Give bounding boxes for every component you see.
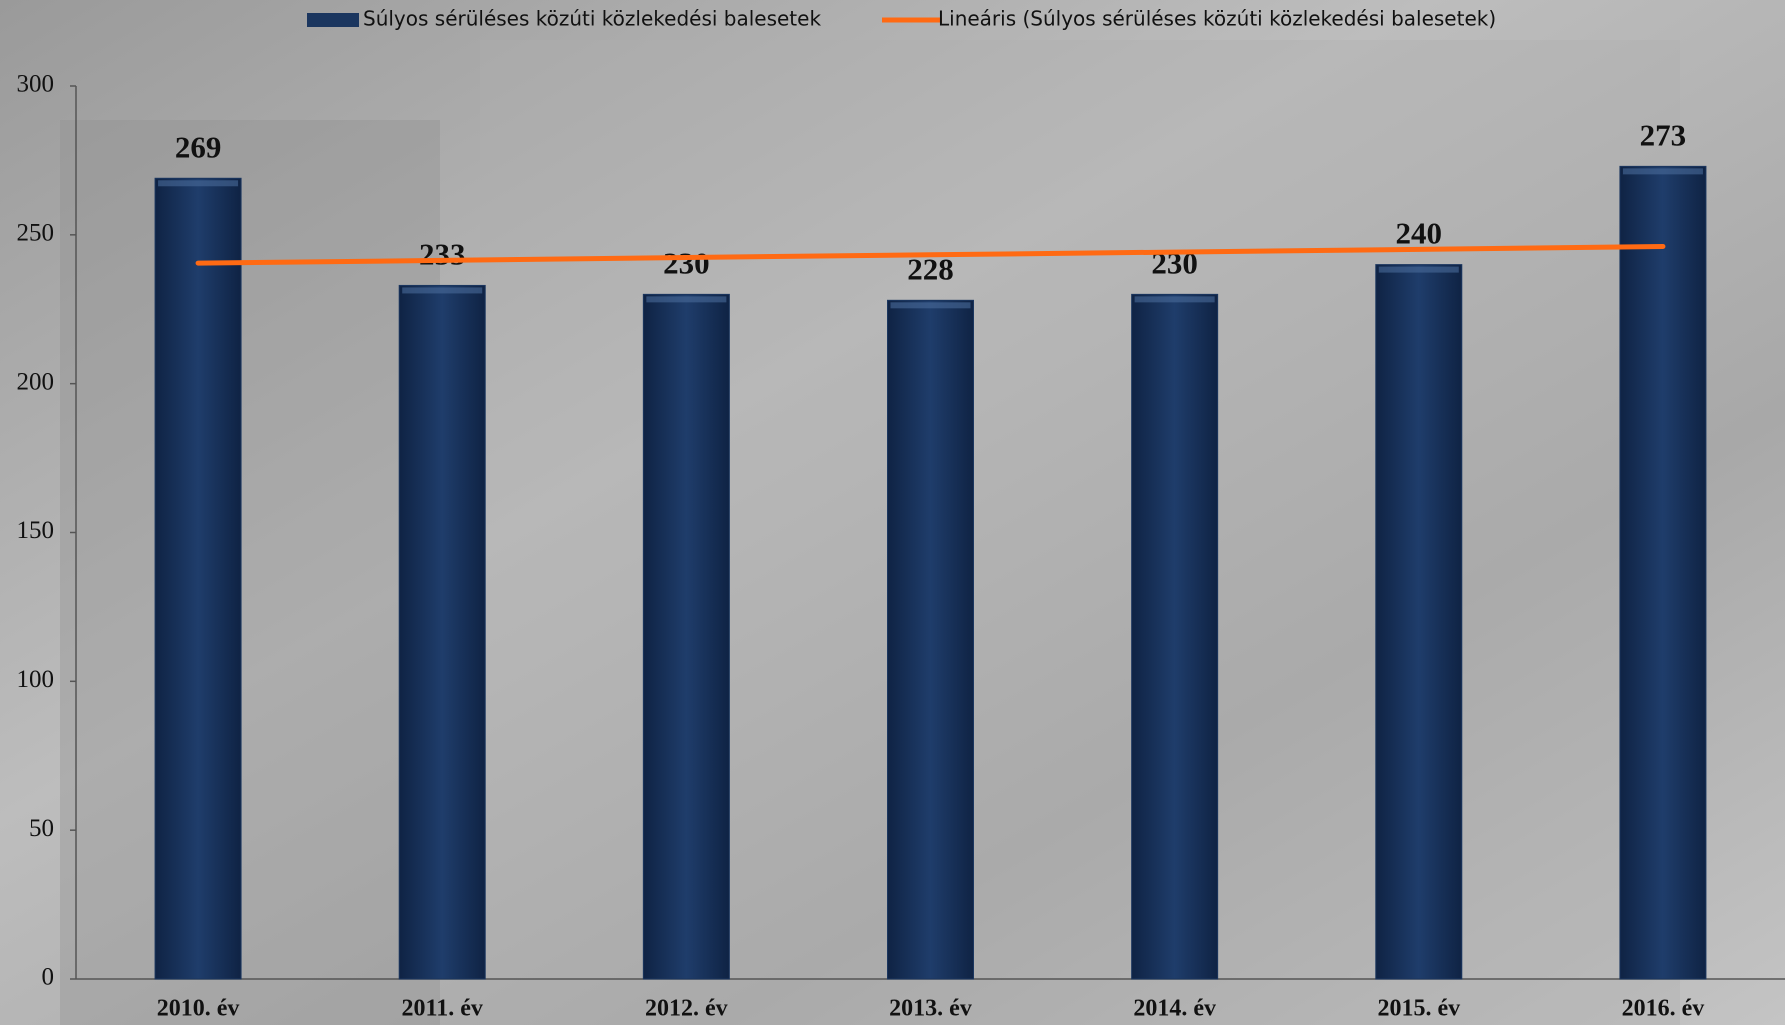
bar-highlight [402, 287, 483, 294]
y-tick-label: 100 [17, 666, 55, 693]
bar [154, 177, 242, 980]
background-tree [60, 120, 440, 1025]
y-tick-label: 150 [17, 517, 55, 544]
x-tick-label: 2015. év [1377, 996, 1460, 1022]
bar [398, 284, 486, 980]
y-tick-label: 0 [42, 964, 55, 991]
bar-highlight [1378, 266, 1459, 273]
bar-highlight [646, 296, 727, 303]
bar-highlight [1134, 296, 1215, 303]
trend-line [195, 243, 1666, 266]
data-label: 273 [1640, 117, 1687, 152]
x-tick-label: 2013. év [889, 996, 972, 1022]
x-tick-label: 2016. év [1622, 996, 1705, 1022]
bar [642, 293, 730, 980]
data-label: 230 [663, 245, 710, 280]
data-label: 233 [419, 237, 466, 272]
bar [1375, 264, 1463, 980]
x-tick-label: 2011. év [402, 996, 483, 1022]
legend-label: Súlyos sérüléses közúti közlekedési bale… [363, 7, 821, 31]
y-tick-label: 300 [17, 71, 55, 98]
bar-highlight [158, 180, 239, 187]
data-label: 240 [1396, 216, 1443, 251]
x-tick-label: 2012. év [645, 996, 728, 1022]
bar-highlight [890, 302, 971, 309]
bar [1619, 165, 1707, 980]
legend-swatch [307, 13, 359, 27]
x-tick-label: 2010. év [157, 996, 240, 1022]
legend-label: Lineáris (Súlyos sérüléses közúti közlek… [938, 7, 1496, 31]
data-label: 269 [175, 129, 222, 164]
y-tick-label: 200 [17, 368, 55, 395]
y-tick-label: 250 [17, 220, 55, 247]
x-tick-label: 2014. év [1133, 996, 1216, 1022]
bar-highlight [1622, 168, 1703, 175]
bar [1131, 293, 1219, 980]
y-tick-label: 50 [29, 815, 54, 842]
bar [887, 299, 974, 980]
